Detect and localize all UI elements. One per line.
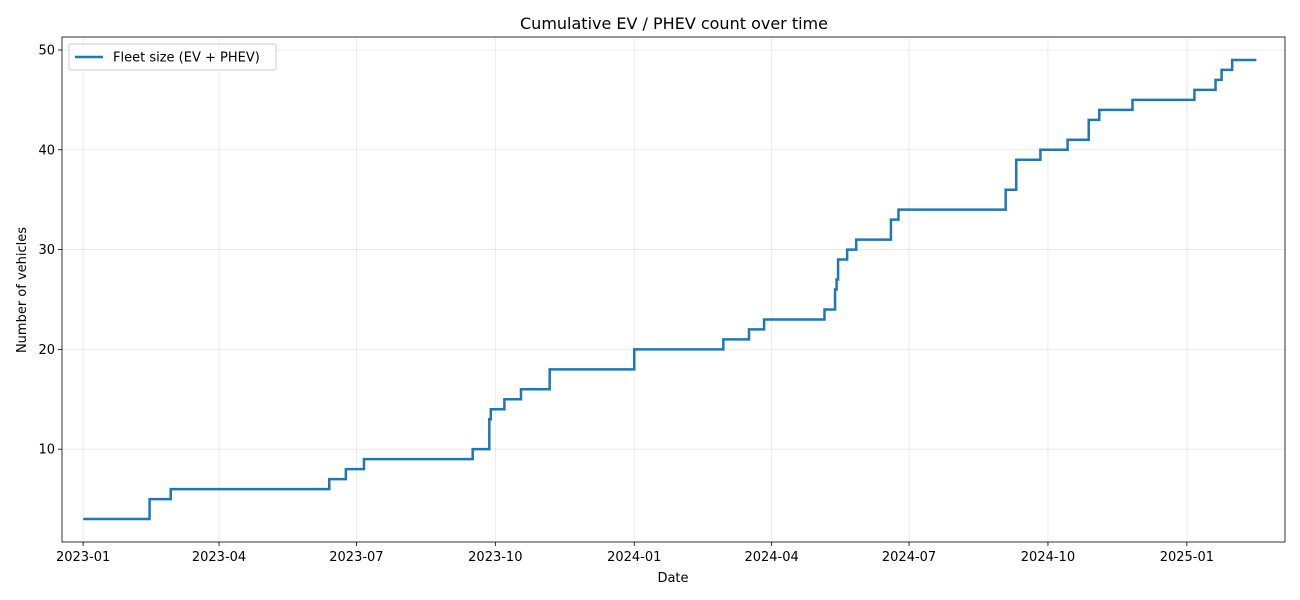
y-axis-title: Number of vehicles [15,227,30,353]
x-tick-label: 2024-01 [607,550,661,565]
y-tick-label: 20 [38,343,55,358]
x-tick-label: 2024-04 [744,550,798,565]
series-layer [83,58,1257,521]
x-tick-label: 2025-01 [1160,550,1214,565]
y-tick-label: 30 [38,243,55,258]
x-tick-label: 2024-07 [882,550,936,565]
y-axis: 10 20 30 40 50 [38,43,62,458]
x-axis: 2023-01 2023-04 2023-07 2023-10 2024-01 2024-… [56,542,1214,565]
x-tick-label: 2023-07 [329,550,383,565]
series-line-0 [83,58,1257,521]
x-tick-label: 2023-01 [56,550,110,565]
x-tick-label: 2023-10 [468,550,522,565]
legend-label: Fleet size (EV + PHEV) [113,51,260,66]
chart-title: Cumulative EV / PHEV count over time [520,14,828,33]
legend-box [68,43,277,71]
legend: Fleet size (EV + PHEV) [68,43,277,71]
y-tick-label: 10 [38,443,55,458]
y-tick-label: 50 [38,43,55,58]
plot-frame [61,36,1286,543]
y-tick-label: 40 [38,143,55,158]
x-tick-label: 2024-10 [1021,550,1075,565]
x-axis-title: Date [657,571,688,586]
x-tick-label: 2023-04 [192,550,246,565]
